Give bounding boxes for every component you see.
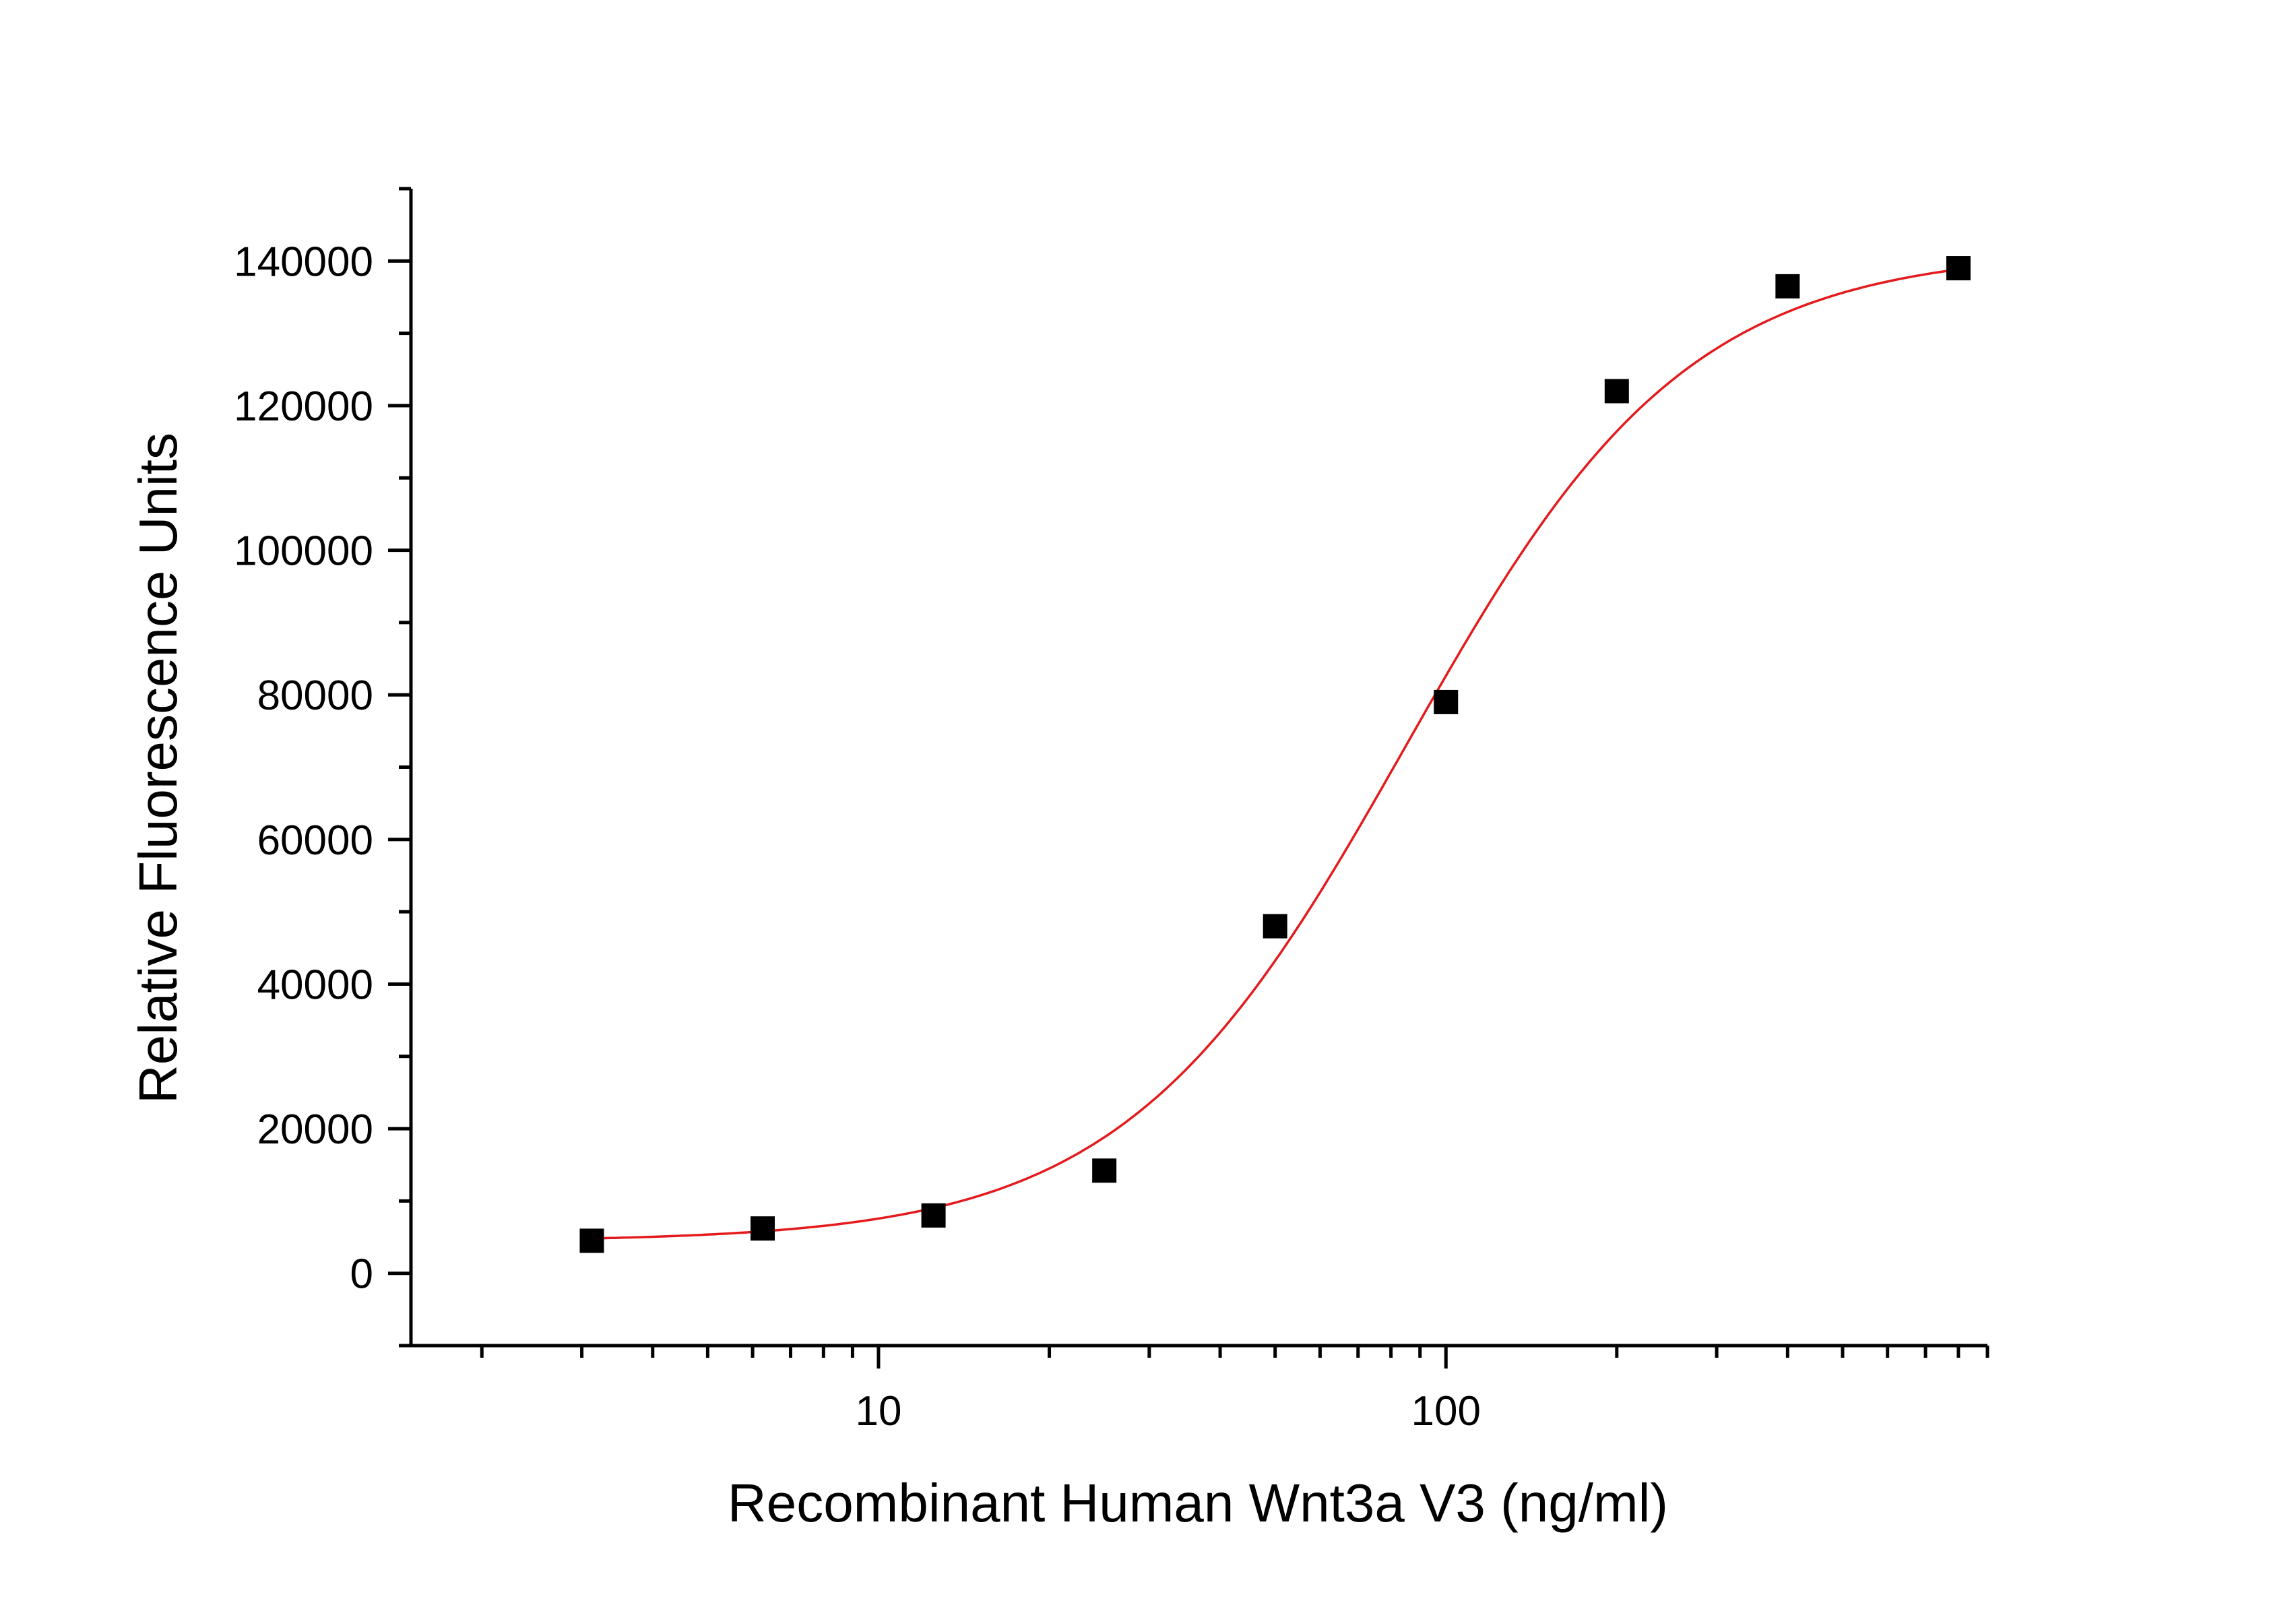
data-point [1604,379,1629,404]
y-tick-label: 140000 [234,239,373,285]
data-point [1092,1158,1117,1183]
y-tick-label: 80000 [257,672,373,719]
data-point [1946,256,1971,281]
data-point [751,1216,775,1241]
data-points-layer [579,256,1971,1253]
y-tick-label: 60000 [257,817,373,864]
y-tick-label: 40000 [257,962,373,1008]
fit-curve-line [592,268,1959,1240]
fit-curve-layer [592,268,1959,1240]
y-tick-label: 120000 [234,383,373,430]
data-point [579,1228,604,1253]
y-tick-label: 0 [350,1251,373,1298]
data-point [921,1203,946,1228]
data-point [1434,689,1459,714]
y-axis-title: Relative Fluorescence Units [128,433,188,1104]
x-tick-label: 100 [1411,1388,1481,1435]
axes: 0 20000 40000 60000 80000 100000 120000 140000 1… [234,187,1989,1435]
y-tick-label: 100000 [234,528,373,575]
x-tick-label: 10 [855,1388,901,1435]
data-point [1775,274,1800,298]
x-axis-title: Recombinant Human Wnt3a V3 (ng/ml) [728,1473,1668,1533]
y-tick-label: 20000 [257,1106,373,1153]
data-point [1263,914,1287,939]
